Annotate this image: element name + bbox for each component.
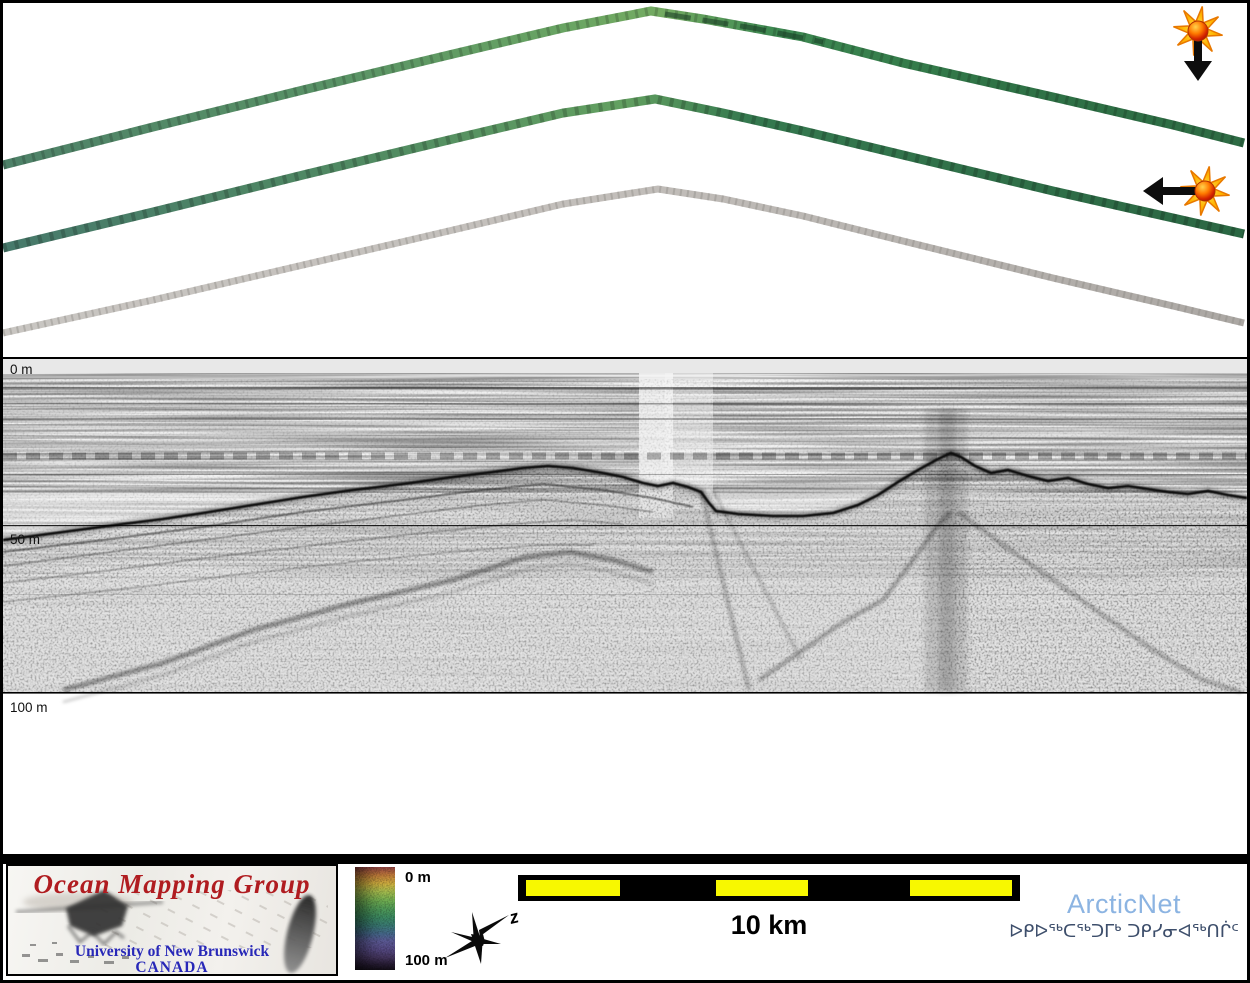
seafloor-reflector: [3, 449, 1247, 544]
track-line-3: [3, 185, 1245, 337]
compass-label: z: [506, 906, 521, 928]
colour-scale-bottom-label: 100 m: [405, 952, 448, 969]
scale-segment: [526, 880, 620, 896]
depth-label-0m: 0 m: [10, 362, 33, 377]
omg-logo-art: [15, 890, 328, 973]
gridline-50m: [3, 525, 1247, 527]
track-lines-panel: [3, 3, 1247, 359]
omg-country: CANADA: [135, 959, 209, 976]
track-line-1: [3, 6, 1246, 170]
footer-bar: Ocean Mapping Group University of New Br…: [3, 864, 1247, 980]
compass-icon: z: [445, 906, 521, 964]
depth-colour-scale: [355, 867, 395, 970]
sonar-target-right: [284, 895, 316, 973]
panel-separator: [3, 854, 1247, 864]
omg-university: University of New Brunswick: [74, 943, 270, 960]
arcticnet-logo: ArcticNet ᐅᑭᐅᖅᑕᖅᑐᒥᒃ ᑐᑭᓯᓂᐊᖅᑎᒌᑦ: [1001, 891, 1247, 943]
colourbar-noise: [355, 867, 395, 970]
deep-reflector: [62, 549, 654, 703]
arcticnet-name: ArcticNet: [1066, 889, 1182, 919]
seismic-canvas: 0 m 50 m 100 m: [3, 359, 1247, 854]
track-line-2: [3, 94, 1245, 253]
starburst-left-arrow-icon: [1143, 165, 1231, 217]
map-scale-bar: [518, 875, 1020, 901]
gridline-100m: [3, 692, 1247, 694]
scale-segment: [910, 880, 1012, 896]
seismic-profile-panel: 0 m 50 m 100 m: [3, 359, 1247, 854]
depth-label-100m: 100 m: [10, 700, 48, 715]
starburst-down-arrow-icon: [1172, 5, 1224, 81]
arcticnet-inuktitut: ᐅᑭᐅᖅᑕᖅᑐᒥᒃ ᑐᑭᓯᓂᐊᖅᑎᒌᑦ: [1009, 921, 1239, 942]
scale-bar-label: 10 km: [730, 910, 808, 940]
scale-segment: [716, 880, 808, 896]
seafloor-speckles: [22, 942, 129, 964]
strata-reflectors: [3, 482, 694, 603]
omg-logo: Ocean Mapping Group University of New Br…: [6, 864, 338, 976]
sonar-target-left: [66, 890, 128, 936]
depth-label-50m: 50 m: [10, 532, 40, 547]
track-lines-canvas: [3, 5, 1246, 337]
omg-title: Ocean Mapping Group: [33, 869, 311, 899]
colour-scale-top-label: 0 m: [405, 869, 431, 886]
